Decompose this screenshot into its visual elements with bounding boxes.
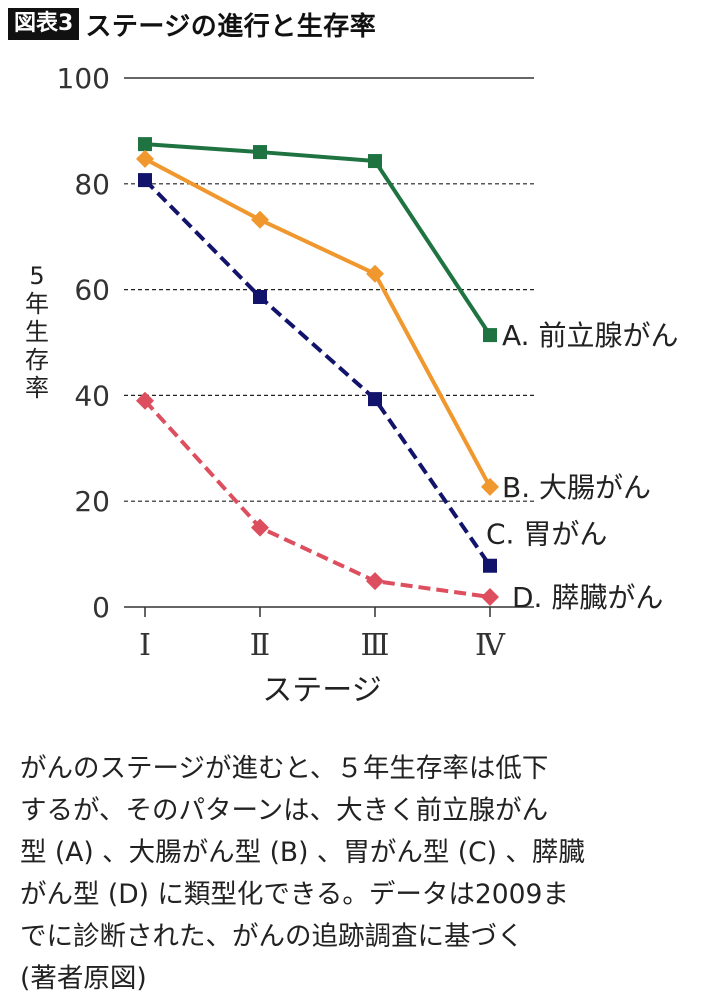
data-point-square: [138, 137, 152, 152]
series-label: A. 前立腺がん: [502, 319, 678, 352]
data-point-diamond: [366, 264, 384, 283]
data-point-diamond: [481, 477, 499, 496]
y-tick-label: 100: [57, 62, 110, 95]
x-tick-label: Ⅳ: [475, 628, 506, 663]
y-axis-label-char: 年: [25, 290, 49, 318]
y-tick-label: 20: [74, 485, 110, 518]
series-d: [136, 391, 499, 606]
survival-line-chart: 0 20 40 60 80 100 Ⅰ Ⅱ Ⅲ Ⅳ A. 前立腺がん B. 大腸がん C. 胃がん D…: [57, 62, 679, 708]
caption-line: (著者原図): [20, 963, 147, 994]
series-line: [144, 142, 492, 337]
caption-line: がんのステージが進むと、５年生存率は低下: [20, 753, 549, 784]
data-point-diamond: [136, 149, 154, 168]
data-point-square: [253, 145, 267, 160]
y-axis-label-char: 率: [25, 374, 49, 402]
series-label: B. 大腸がん: [502, 471, 651, 504]
y-axis-ticks: 0 20 40 60 80 100: [57, 62, 110, 624]
caption-line: するが、そのパターンは、大きく前立腺がん: [20, 795, 549, 826]
series-b: [136, 149, 499, 496]
data-point-square: [368, 154, 382, 169]
figure-caption: がんのステージが進むと、５年生存率は低下 するが、そのパターンは、大きく前立腺が…: [20, 748, 700, 1000]
caption-line: がん型 (D) に類型化できる。データは2009ま: [20, 879, 569, 910]
x-tick-label: Ⅲ: [361, 628, 390, 663]
data-point-square: [483, 558, 497, 573]
series-a: [138, 137, 497, 343]
data-point-square: [483, 328, 497, 343]
grid-lines: [124, 77, 534, 502]
data-point-diamond: [136, 391, 154, 410]
data-point-square: [368, 392, 382, 407]
caption-line: でに診断された、がんの追跡調査に基づく: [20, 921, 524, 952]
y-axis-label-char: 生: [25, 318, 49, 346]
data-point-diamond: [481, 587, 499, 606]
x-tick-label: Ⅱ: [250, 628, 270, 663]
y-tick-label: 0: [92, 591, 110, 624]
series-group: [136, 137, 499, 606]
series-label: C. 胃がん: [486, 518, 607, 551]
series-c: [138, 173, 497, 573]
x-axis-label: ステージ: [262, 673, 381, 708]
caption-line: 型 (A) 、大腸がん型 (B) 、胃がん型 (C) 、膵臓: [20, 837, 585, 868]
series-line: [143, 178, 492, 567]
x-tick-label: Ⅰ: [139, 628, 151, 663]
series-line: [144, 157, 492, 488]
figure-header: 図表3 ステージの進行と生存率: [8, 6, 376, 42]
y-tick-label: 60: [74, 274, 110, 307]
data-point-diamond: [251, 518, 269, 537]
x-axis: Ⅰ Ⅱ Ⅲ Ⅳ: [124, 606, 534, 663]
y-tick-label: 40: [74, 379, 110, 412]
y-tick-label: 80: [74, 168, 110, 201]
figure-title: ステージの進行と生存率: [85, 11, 377, 42]
series-label: D. 膵臓がん: [512, 581, 663, 614]
data-point-diamond: [366, 572, 384, 591]
series-line: [143, 399, 491, 599]
series-labels: A. 前立腺がん B. 大腸がん C. 胃がん D. 膵臓がん: [486, 319, 678, 614]
figure-number-badge: 図表3: [8, 8, 80, 40]
data-point-square: [253, 290, 267, 305]
data-point-square: [138, 173, 152, 188]
y-axis-label: 5 年 生 存 率: [22, 262, 52, 402]
y-axis-label-char: 5: [29, 262, 45, 290]
y-axis-label-char: 存: [25, 346, 49, 374]
data-point-diamond: [251, 210, 269, 229]
